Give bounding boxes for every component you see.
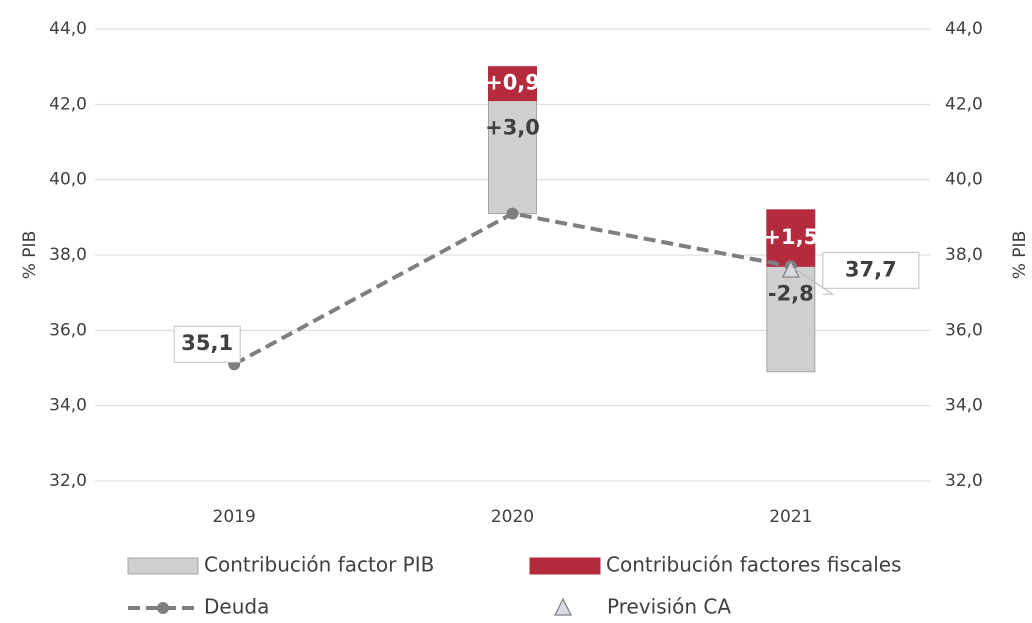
y-tick-label: 34,0 (49, 396, 87, 416)
legend-label: Previsión CA (607, 595, 731, 619)
legend-swatch (529, 557, 601, 575)
y2-tick-label: 40,0 (945, 170, 983, 190)
y-tick-label: 44,0 (49, 19, 87, 39)
y-tick-label: 42,0 (49, 94, 87, 114)
legend-swatch (554, 597, 572, 616)
y-tick-label: 32,0 (49, 471, 87, 491)
data-label: 37,7 (845, 257, 897, 281)
data-label: 35,1 (181, 331, 233, 355)
data-label: +3,0 (485, 116, 540, 140)
y-axis-label: % PIB (20, 231, 40, 280)
x-tick-label: 2021 (769, 507, 812, 527)
legend-swatch (127, 557, 199, 575)
y-tick-label: 36,0 (49, 320, 87, 340)
y2-tick-label: 34,0 (945, 396, 983, 416)
y2-tick-label: 44,0 (945, 19, 983, 39)
y2-axis-label: % PIB (1010, 231, 1030, 280)
leader-line (790, 265, 835, 295)
legend-label: Deuda (204, 595, 269, 619)
bar (488, 66, 537, 102)
y-tick-label: 40,0 (49, 170, 87, 190)
y-tick-label: 38,0 (49, 245, 87, 265)
bar (766, 209, 816, 267)
label-box (173, 325, 241, 363)
label-box (822, 251, 920, 289)
data-label: +1,5 (763, 225, 818, 249)
legend-label: Contribución factores fiscales (606, 553, 901, 577)
bar (766, 265, 816, 373)
debt-line (233, 211, 792, 366)
y2-tick-label: 38,0 (945, 245, 983, 265)
data-label: +0,9 (485, 71, 540, 95)
data-label: -2,8 (768, 281, 814, 305)
x-tick-label: 2020 (491, 507, 534, 527)
y2-tick-label: 32,0 (945, 471, 983, 491)
y2-tick-label: 42,0 (945, 94, 983, 114)
x-tick-label: 2019 (213, 507, 256, 527)
legend-swatch (157, 602, 169, 614)
y2-tick-label: 36,0 (945, 320, 983, 340)
debt-point (506, 207, 519, 220)
legend-label: Contribución factor PIB (204, 553, 434, 577)
